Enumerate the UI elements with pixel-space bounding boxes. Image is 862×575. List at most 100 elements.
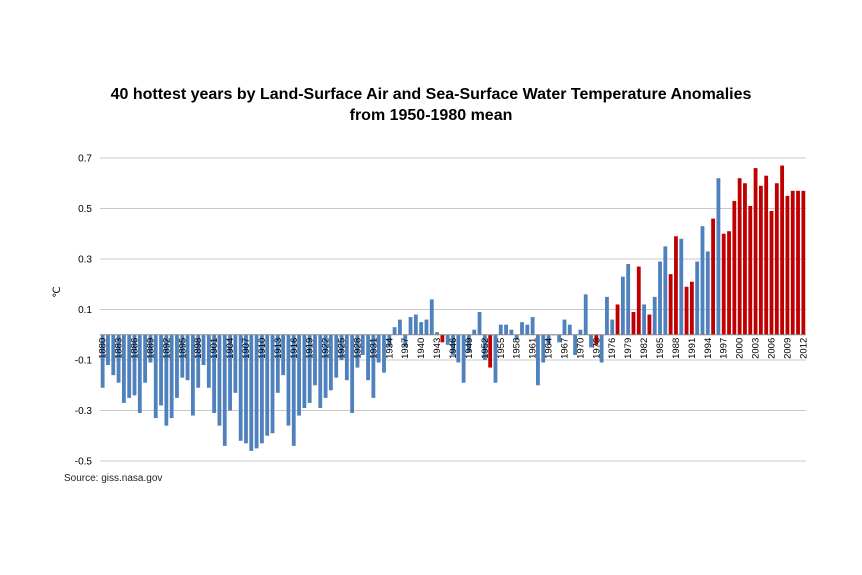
bar-1970 (578, 329, 583, 335)
bar-1967 (562, 319, 567, 335)
bar-1969 (573, 334, 578, 355)
x-tick-label: 1892 (161, 338, 172, 359)
y-tick-label: -0.1 (75, 356, 93, 367)
y-tick-label: 0.7 (78, 154, 92, 165)
x-tick-label: 1973 (591, 338, 602, 359)
x-tick-label: 2012 (798, 338, 809, 359)
bars (100, 165, 806, 451)
bar-1891 (159, 334, 163, 406)
bar-1931 (371, 334, 376, 398)
bar-1950 (472, 329, 477, 335)
bar-1883 (116, 334, 121, 383)
bar-1993 (700, 226, 705, 335)
bar-1963 (541, 334, 546, 363)
x-tick-label: 1997 (719, 338, 730, 359)
bar-1940 (419, 322, 424, 335)
bar-1943 (435, 332, 439, 335)
bar-2007 (774, 183, 779, 335)
x-tick-label: 2000 (735, 338, 746, 359)
bar-1937 (403, 334, 408, 348)
x-tick-label: 1898 (193, 338, 204, 359)
bar-1976 (610, 319, 615, 335)
x-tick-label: 2003 (751, 338, 762, 359)
bar-2003 (753, 168, 758, 335)
bar-1942 (429, 299, 434, 335)
x-tick-label: 1883 (114, 338, 125, 359)
bar-1973 (594, 334, 599, 345)
bar-1995 (711, 218, 716, 335)
bar-1959 (520, 322, 524, 335)
bar-1968 (567, 324, 572, 335)
x-tick-label: 1991 (687, 338, 698, 359)
bar-1990 (684, 286, 689, 335)
x-tick-label: 1910 (257, 338, 268, 359)
x-tick-label: 1940 (416, 338, 427, 359)
x-tick-label: 1976 (607, 338, 618, 359)
bar-1906 (238, 334, 243, 441)
bar-1933 (382, 334, 386, 373)
chart-title: 40 hottest years by Land-Surface Air and… (110, 86, 752, 103)
x-tick-label: 1979 (623, 338, 634, 359)
bar-1885 (127, 334, 132, 398)
bar-1922 (323, 334, 328, 398)
bar-1986 (663, 246, 668, 335)
bar-1964 (546, 334, 551, 345)
bar-1916 (291, 334, 296, 446)
bar-1971 (583, 294, 588, 335)
bar-1884 (121, 334, 126, 403)
y-tick-label: 0.5 (78, 204, 92, 215)
x-tick-label: 1886 (130, 338, 141, 359)
bar-1927 (350, 334, 355, 414)
bar-1989 (679, 238, 684, 335)
bar-2001 (743, 183, 747, 335)
bar-1980 (631, 312, 636, 335)
bar-1920 (313, 334, 317, 386)
x-tick-label: 1982 (639, 338, 650, 359)
bar-1929 (360, 334, 365, 355)
bar-2000 (737, 178, 742, 335)
x-tick-label: 1988 (671, 338, 682, 359)
bar-1941 (424, 319, 429, 335)
bar-2008 (780, 165, 785, 335)
y-axis-ticks: 0.7 0.5 0.3 0.1 -0.1 -0.3 -0.5 (75, 154, 93, 468)
bar-1939 (413, 314, 418, 335)
bar-1882 (111, 334, 116, 376)
x-tick-label: 1880 (98, 338, 109, 359)
bar-1902 (217, 334, 222, 426)
bar-1887 (137, 334, 142, 414)
bar-2006 (769, 211, 774, 335)
bar-1911 (265, 334, 270, 436)
y-tick-label: -0.5 (75, 457, 93, 468)
x-tick-label: 1889 (145, 338, 156, 359)
bar-1957 (509, 329, 514, 335)
bar-1901 (212, 334, 217, 414)
x-tick-label: 1934 (384, 338, 395, 359)
bar-1910 (259, 334, 264, 444)
bar-1954 (493, 334, 498, 383)
bar-1923 (328, 334, 333, 391)
x-tick-label: 1985 (655, 338, 666, 359)
x-tick-label: 1922 (321, 338, 332, 359)
bar-1978 (620, 276, 625, 335)
x-tick-label: 1970 (575, 338, 586, 359)
bar-1935 (392, 327, 397, 335)
x-tick-label: 1946 (448, 338, 459, 359)
bar-1945 (445, 334, 450, 345)
x-tick-label: 1919 (305, 338, 316, 359)
bar-1908 (249, 334, 254, 451)
bar-1889 (148, 334, 153, 363)
bar-1893 (169, 334, 174, 419)
x-tick-label: 1913 (273, 338, 284, 359)
bar-1988 (674, 236, 678, 335)
bar-1928 (355, 334, 360, 368)
bar-1992 (695, 261, 700, 335)
bar-1881 (106, 334, 110, 366)
bar-1900 (206, 334, 211, 388)
bar-1896 (185, 334, 190, 381)
y-tick-label: 0.1 (78, 305, 92, 316)
bar-1930 (366, 334, 370, 381)
bar-1996 (716, 178, 721, 335)
source-note: Source: giss.nasa.gov (64, 473, 163, 484)
chart-subtitle: from 1950-1980 mean (349, 107, 513, 124)
bar-1899 (201, 334, 206, 366)
